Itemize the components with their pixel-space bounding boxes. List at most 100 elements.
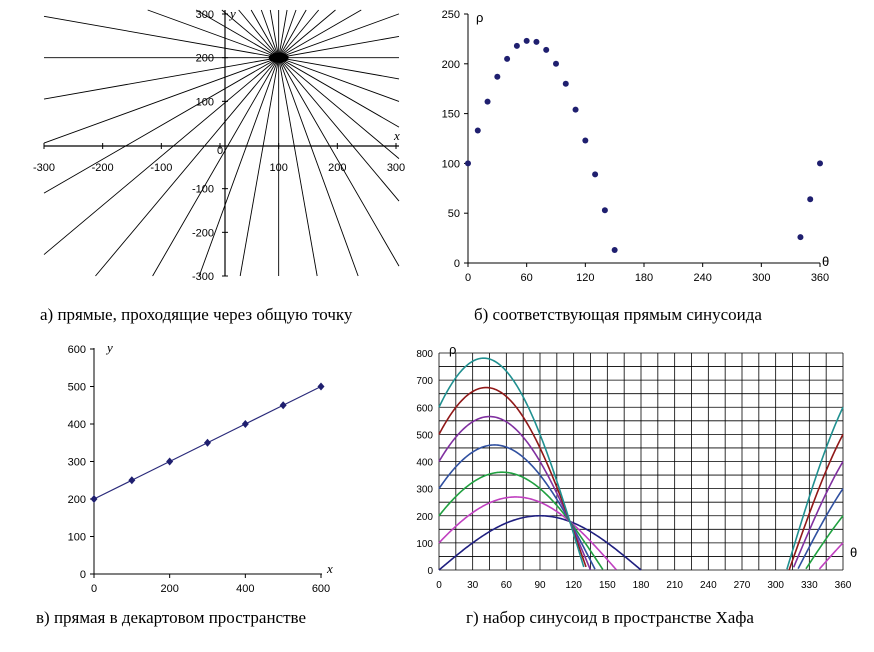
panel-a-line [250, 9, 400, 267]
panel-b-y-tick-label: 200 [442, 59, 460, 71]
panel-d-x-tick-label: 300 [767, 580, 784, 591]
panel-a-line [152, 9, 307, 277]
panel-d-y-tick-label: 400 [416, 458, 433, 469]
panel-c-cartesian-line: 0 200 400 600 600 500 400 300 200 100 0 x y в) пря… [36, 340, 333, 627]
panel-b-point [523, 37, 530, 44]
panel-b-point [513, 42, 520, 49]
panel-b-y-tick-label: 50 [448, 208, 460, 220]
panel-d-x-tick-label: 30 [467, 580, 479, 591]
panel-b-y-tick-label: 150 [442, 109, 460, 121]
panel-b-tick-labels: 0 60 120 180 240 300 360 250 200 150 100 50 0 [442, 9, 830, 284]
panel-d-series-line [438, 514, 642, 571]
panel-b-x-tick-label: 300 [752, 272, 770, 284]
panel-a-line [238, 9, 400, 202]
panel-d-x-tick-label: 90 [534, 580, 546, 591]
panel-d-hough-sinusoids: 0 30 60 90 120 150 180 210 240 270 300 330 360 800 700… [416, 342, 857, 627]
panel-c-plot [90, 382, 325, 503]
panel-c-point [128, 476, 136, 485]
panel-c-x-tick-label: 600 [312, 583, 330, 595]
panel-b-point [465, 160, 471, 167]
panel-b-point [807, 196, 814, 203]
panel-c-x-axis-label: x [326, 561, 333, 576]
panel-c-y-tick-label: 300 [68, 457, 86, 469]
panel-b-point [601, 207, 608, 214]
panel-d-series-line [438, 471, 604, 570]
panel-d-x-tick-label: 150 [599, 580, 616, 591]
panel-d-x-tick-label: 330 [801, 580, 818, 591]
panel-d-series-line [438, 496, 617, 571]
panel-a-y-tick-label: 300 [196, 9, 214, 21]
panel-d-x-tick-label: 120 [565, 580, 582, 591]
panel-d-series-line [438, 357, 585, 568]
panel-b-sinusoid-scatter: 0 60 120 180 240 300 360 250 200 150 100 50 0 θ ρ б)… [442, 9, 830, 324]
panel-b-y-axis-label: ρ [476, 10, 483, 25]
panel-b-y-tick-label: 100 [442, 158, 460, 170]
panel-d-y-tick-label: 500 [416, 430, 433, 441]
panel-c-y-tick-label: 500 [68, 382, 86, 394]
panel-b-x-tick-label: 360 [811, 272, 829, 284]
panel-a-y-tick-label: -300 [192, 271, 214, 283]
panel-b-point [504, 55, 511, 62]
panel-d-y-tick-label: 800 [416, 349, 433, 360]
panel-b-point [562, 80, 569, 87]
panel-d-y-tick-label: 0 [427, 566, 433, 577]
panel-b-caption: б) соответствующая прямым синусоида [474, 305, 762, 324]
panel-c-point [204, 438, 211, 447]
panel-d-x-tick-label: 210 [666, 580, 683, 591]
panel-b-point [582, 137, 589, 144]
panel-c-x-tick-label: 0 [91, 583, 97, 595]
panel-d-tick-labels: 0 30 60 90 120 150 180 210 240 270 300 330 360 800 700… [416, 349, 851, 591]
panel-a-x-tick-label: -100 [150, 162, 172, 174]
panel-b-point [494, 73, 501, 80]
panel-a-lines-through-point: -300 -200 -100 0 100 200 300 300 200 100 -100 -200 -… [33, 6, 405, 324]
panel-a-lines-group [43, 9, 400, 277]
panel-b-x-tick-label: 0 [465, 272, 471, 284]
panel-b-point [543, 46, 550, 53]
panel-d-series-line [438, 415, 592, 571]
panel-d-x-tick-label: 180 [633, 580, 650, 591]
panel-a-x-tick-label: 100 [269, 162, 287, 174]
panel-d-y-tick-label: 100 [416, 539, 433, 550]
panel-b-y-tick-label: 250 [442, 9, 460, 21]
panel-b-point [817, 160, 823, 167]
panel-d-x-axis-label: θ [850, 545, 857, 560]
panel-a-line [43, 13, 400, 144]
panel-c-tick-labels: 0 200 400 600 600 500 400 300 200 100 0 [68, 344, 331, 595]
panel-a-common-point [268, 52, 289, 63]
panel-c-caption: в) прямая в декартовом пространстве [36, 608, 306, 627]
panel-d-x-tick-label: 0 [436, 580, 442, 591]
panel-a-y-tick-label: -100 [192, 184, 214, 196]
panel-c-point [279, 401, 287, 410]
panel-b-x-tick-label: 120 [576, 272, 594, 284]
panel-d-curves [438, 357, 844, 571]
panel-c-y-tick-label: 0 [80, 569, 86, 581]
panel-b-x-tick-label: 240 [693, 272, 711, 284]
panel-c-x-tick-label: 400 [236, 583, 254, 595]
panel-d-y-tick-label: 700 [416, 376, 433, 387]
panel-a-line [43, 9, 362, 194]
panel-b-x-axis-label: θ [822, 254, 829, 269]
panel-a-caption: а) прямые, проходящие через общую точку [40, 305, 353, 324]
panel-d-series-line [792, 461, 844, 568]
panel-a-line [195, 9, 400, 128]
panel-a-x-axis-label: x [393, 128, 400, 143]
panel-a-y-tick-label: 200 [196, 53, 214, 65]
panel-b-point [474, 127, 481, 134]
panel-a-line [43, 9, 336, 255]
panel-a-x-tick-label: 200 [328, 162, 346, 174]
panel-c-y-axis-label: y [105, 340, 113, 355]
panel-d-series-line [788, 434, 844, 571]
panel-a-line [43, 36, 400, 100]
panel-a-y-tick-label: 100 [196, 96, 214, 108]
panel-a-x-tick-label: -200 [92, 162, 114, 174]
panel-b-x-tick-label: 180 [635, 272, 653, 284]
panel-d-x-tick-label: 60 [501, 580, 513, 591]
panel-d-y-tick-label: 600 [416, 403, 433, 414]
panel-b-point [797, 234, 804, 241]
panel-d-series-line [805, 515, 844, 570]
panel-c-y-tick-label: 100 [68, 532, 86, 544]
panel-c-point [317, 382, 325, 391]
panel-a-y-axis-label: y [228, 6, 236, 21]
panel-c-x-tick-label: 200 [160, 583, 178, 595]
panel-c-y-tick-label: 600 [68, 344, 86, 356]
